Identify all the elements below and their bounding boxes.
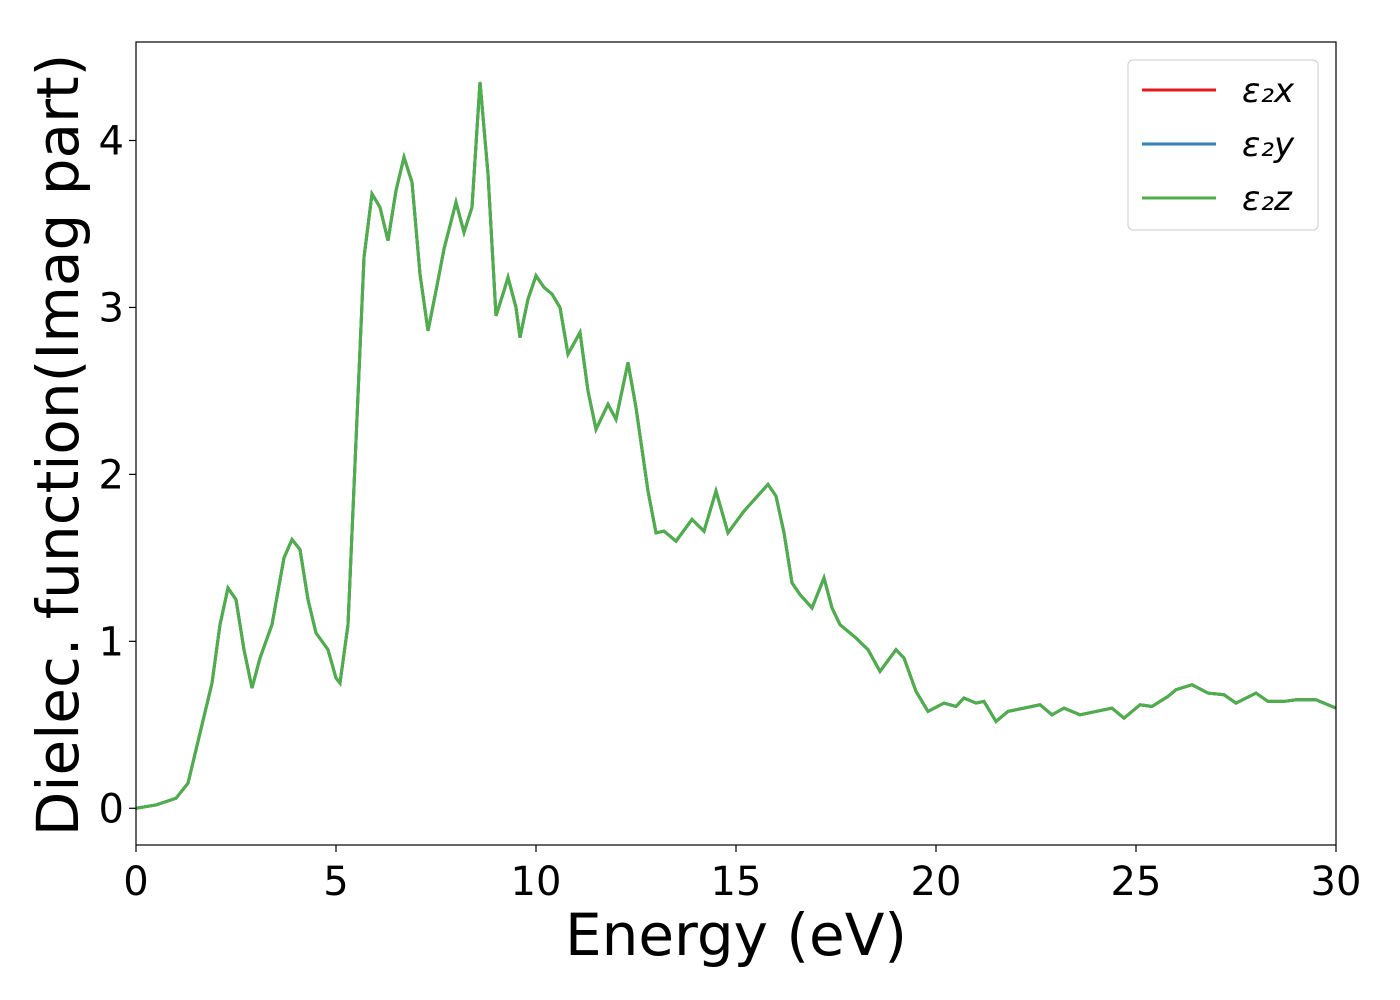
x-tick-label: 30 [1311, 859, 1362, 905]
legend-label: ε₂z [1242, 179, 1293, 219]
line-series [135, 81, 1337, 810]
x-axis-label: Energy (eV) [565, 901, 907, 969]
legend-label: ε₂y [1242, 125, 1295, 165]
x-tick-label: 0 [123, 859, 148, 905]
y-axis-label: Dielec. function(Imag part) [24, 54, 92, 837]
legend-box [1127, 59, 1319, 231]
x-tick-label: 10 [511, 859, 562, 905]
legend-label: ε₂x [1242, 71, 1295, 111]
y-tick-label: 0 [99, 786, 124, 832]
x-tick-label: 25 [1111, 859, 1162, 905]
x-tick-label: 5 [323, 859, 348, 905]
x-tick-label: 15 [711, 859, 762, 905]
y-tick-label: 4 [99, 118, 124, 164]
y-tick-label: 3 [99, 285, 124, 331]
y-tick-label: 1 [99, 619, 124, 665]
x-tick-label: 20 [911, 859, 962, 905]
y-tick-label: 2 [99, 452, 124, 498]
